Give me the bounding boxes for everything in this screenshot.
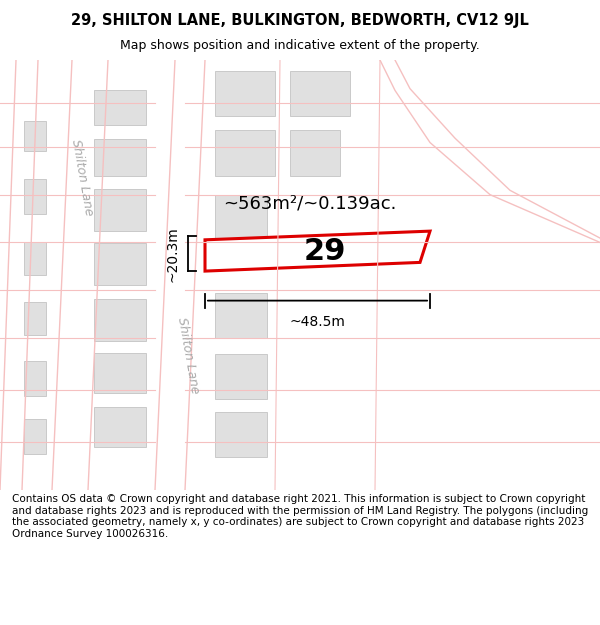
Text: ~563m²/~0.139ac.: ~563m²/~0.139ac. — [223, 194, 397, 213]
Bar — [290, 131, 340, 176]
Bar — [94, 407, 146, 447]
Text: Contains OS data © Crown copyright and database right 2021. This information is : Contains OS data © Crown copyright and d… — [12, 494, 588, 539]
Bar — [24, 241, 46, 274]
Text: ~20.3m: ~20.3m — [165, 226, 179, 282]
Polygon shape — [205, 231, 430, 271]
Bar — [94, 299, 146, 341]
Bar — [24, 361, 46, 396]
Bar — [290, 71, 350, 116]
Bar — [215, 412, 267, 457]
Bar — [94, 139, 146, 176]
Bar — [215, 71, 275, 116]
Bar — [24, 419, 46, 454]
Bar — [94, 91, 146, 125]
Bar — [215, 194, 267, 240]
Text: Map shows position and indicative extent of the property.: Map shows position and indicative extent… — [120, 39, 480, 52]
Text: Shilton Lane: Shilton Lane — [69, 138, 95, 216]
Text: ~48.5m: ~48.5m — [290, 314, 346, 329]
Bar — [94, 243, 146, 285]
Bar — [24, 302, 46, 336]
Bar — [24, 179, 46, 214]
Bar — [215, 354, 267, 399]
Bar — [24, 121, 46, 151]
Text: 29, SHILTON LANE, BULKINGTON, BEDWORTH, CV12 9JL: 29, SHILTON LANE, BULKINGTON, BEDWORTH, … — [71, 13, 529, 28]
Bar — [215, 292, 267, 338]
Text: Shilton Lane: Shilton Lane — [175, 316, 201, 394]
Bar — [94, 352, 146, 392]
Bar — [94, 189, 146, 231]
Bar — [215, 131, 275, 176]
Text: 29: 29 — [304, 237, 346, 266]
